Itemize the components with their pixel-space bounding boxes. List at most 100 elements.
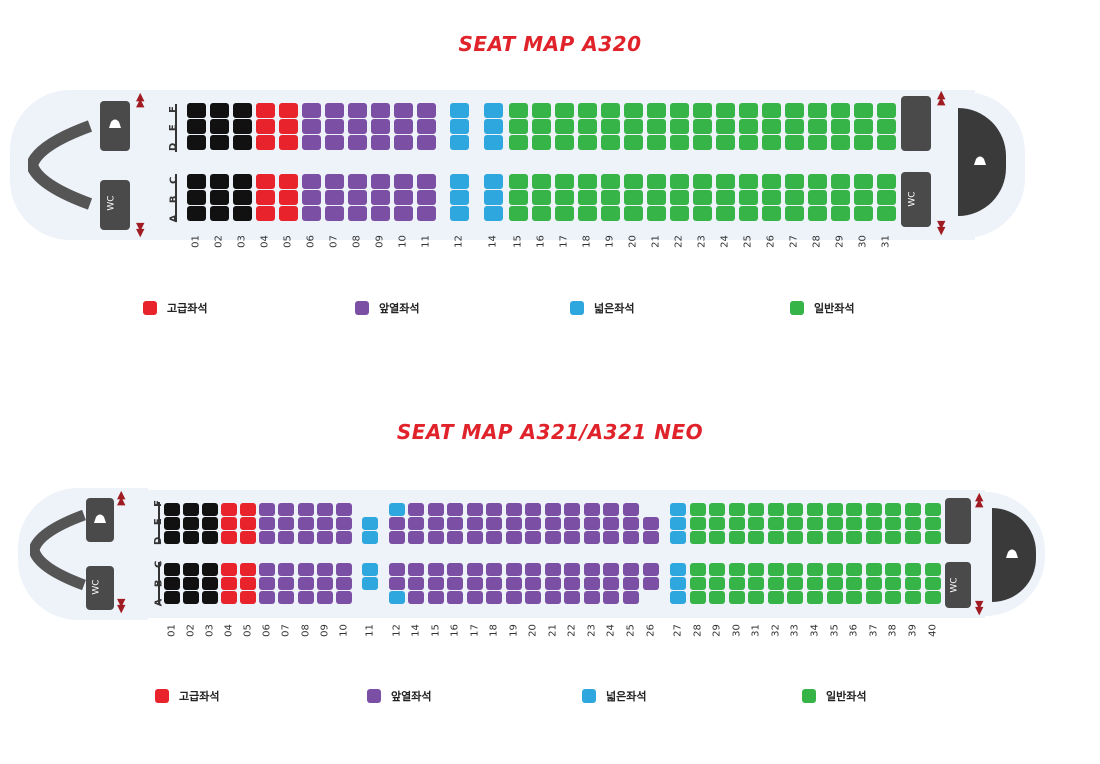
seat[interactable]: [256, 206, 275, 221]
seat[interactable]: [787, 563, 803, 576]
seat[interactable]: [584, 531, 600, 544]
seat[interactable]: [885, 517, 901, 530]
seat[interactable]: [302, 103, 321, 118]
seat[interactable]: [877, 174, 896, 189]
seat[interactable]: [428, 577, 444, 590]
seat[interactable]: [187, 103, 206, 118]
seat[interactable]: [729, 563, 745, 576]
seat[interactable]: [210, 103, 229, 118]
seat[interactable]: [187, 119, 206, 134]
seat[interactable]: [643, 531, 659, 544]
seat[interactable]: [484, 190, 503, 205]
seat[interactable]: [762, 103, 781, 118]
seat[interactable]: [486, 503, 502, 516]
seat[interactable]: [603, 517, 619, 530]
seat[interactable]: [709, 591, 725, 604]
seat[interactable]: [827, 503, 843, 516]
seat[interactable]: [866, 531, 882, 544]
seat[interactable]: [670, 503, 686, 516]
seat[interactable]: [336, 503, 352, 516]
seat[interactable]: [885, 503, 901, 516]
seat[interactable]: [785, 119, 804, 134]
seat[interactable]: [394, 135, 413, 150]
seat[interactable]: [693, 119, 712, 134]
seat[interactable]: [846, 563, 862, 576]
seat[interactable]: [240, 577, 256, 590]
seat[interactable]: [417, 206, 436, 221]
seat[interactable]: [484, 119, 503, 134]
seat[interactable]: [555, 119, 574, 134]
seat[interactable]: [866, 591, 882, 604]
seat[interactable]: [716, 103, 735, 118]
seat[interactable]: [643, 563, 659, 576]
seat[interactable]: [450, 135, 469, 150]
seat[interactable]: [408, 531, 424, 544]
seat[interactable]: [555, 174, 574, 189]
seat[interactable]: [905, 577, 921, 590]
seat[interactable]: [183, 517, 199, 530]
seat[interactable]: [643, 577, 659, 590]
seat[interactable]: [164, 531, 180, 544]
seat[interactable]: [808, 206, 827, 221]
seat[interactable]: [428, 517, 444, 530]
seat[interactable]: [467, 531, 483, 544]
seat[interactable]: [748, 563, 764, 576]
seat[interactable]: [202, 531, 218, 544]
seat[interactable]: [486, 591, 502, 604]
seat[interactable]: [555, 135, 574, 150]
seat[interactable]: [808, 174, 827, 189]
seat[interactable]: [564, 563, 580, 576]
seat[interactable]: [831, 119, 850, 134]
seat[interactable]: [670, 206, 689, 221]
seat[interactable]: [408, 503, 424, 516]
seat[interactable]: [509, 206, 528, 221]
seat[interactable]: [846, 503, 862, 516]
seat[interactable]: [846, 531, 862, 544]
seat[interactable]: [389, 563, 405, 576]
seat[interactable]: [601, 135, 620, 150]
seat[interactable]: [807, 531, 823, 544]
seat[interactable]: [417, 174, 436, 189]
seat[interactable]: [925, 577, 941, 590]
seat[interactable]: [408, 517, 424, 530]
seat[interactable]: [325, 206, 344, 221]
seat[interactable]: [183, 591, 199, 604]
seat[interactable]: [670, 577, 686, 590]
seat[interactable]: [164, 563, 180, 576]
seat[interactable]: [325, 190, 344, 205]
seat[interactable]: [925, 503, 941, 516]
seat[interactable]: [336, 531, 352, 544]
seat[interactable]: [716, 119, 735, 134]
seat[interactable]: [647, 103, 666, 118]
seat[interactable]: [484, 103, 503, 118]
seat[interactable]: [624, 190, 643, 205]
seat[interactable]: [317, 563, 333, 576]
seat[interactable]: [584, 577, 600, 590]
seat[interactable]: [362, 531, 378, 544]
seat[interactable]: [336, 577, 352, 590]
seat[interactable]: [808, 119, 827, 134]
seat[interactable]: [624, 206, 643, 221]
seat[interactable]: [348, 135, 367, 150]
seat[interactable]: [183, 563, 199, 576]
seat[interactable]: [827, 577, 843, 590]
seat[interactable]: [525, 563, 541, 576]
seat[interactable]: [278, 591, 294, 604]
seat[interactable]: [509, 103, 528, 118]
seat[interactable]: [240, 517, 256, 530]
seat[interactable]: [690, 531, 706, 544]
seat[interactable]: [210, 119, 229, 134]
seat[interactable]: [603, 591, 619, 604]
seat[interactable]: [729, 591, 745, 604]
seat[interactable]: [787, 503, 803, 516]
seat[interactable]: [389, 503, 405, 516]
seat[interactable]: [371, 135, 390, 150]
seat[interactable]: [298, 517, 314, 530]
seat[interactable]: [846, 591, 862, 604]
seat[interactable]: [807, 591, 823, 604]
seat[interactable]: [221, 563, 237, 576]
seat[interactable]: [302, 119, 321, 134]
seat[interactable]: [831, 135, 850, 150]
seat[interactable]: [808, 190, 827, 205]
seat[interactable]: [603, 563, 619, 576]
